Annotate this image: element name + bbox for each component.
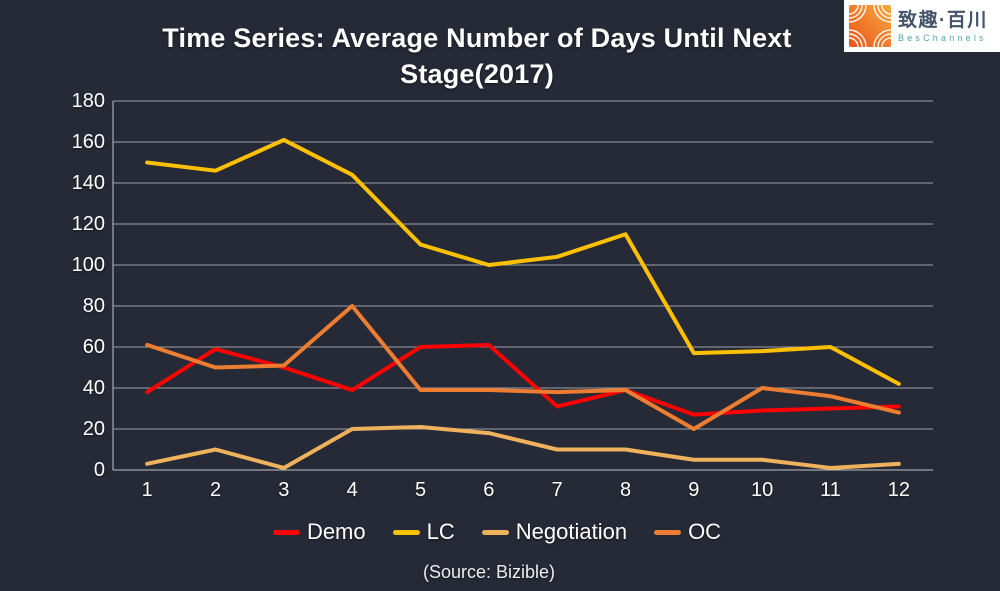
chart-legend: Demo LC Negotiation OC xyxy=(0,519,994,545)
y-tick-label-140: 140 xyxy=(71,172,105,194)
x-tick-label-6: 6 xyxy=(483,479,495,501)
legend-swatch-oc xyxy=(654,529,682,535)
y-tick-label-120: 120 xyxy=(71,213,105,235)
y-tick-label-40: 40 xyxy=(82,377,105,399)
legend-label-demo: Demo xyxy=(306,519,366,544)
y-tick-label-160: 160 xyxy=(71,131,105,153)
beschannels-arcs-icon xyxy=(849,5,891,47)
logo-name-en: BesChannels xyxy=(898,32,987,43)
legend-swatch-negotiation xyxy=(481,529,509,535)
beschannels-logo: 致趣·百川 BesChannels xyxy=(844,0,1000,52)
y-tick-label-80: 80 xyxy=(82,295,105,317)
x-tick-label-5: 5 xyxy=(414,479,427,501)
x-tick-label-7: 7 xyxy=(551,479,563,501)
legend-label-negotiation: Negotiation xyxy=(515,519,628,544)
x-tick-label-3: 3 xyxy=(278,479,290,501)
series-line-negotiation xyxy=(145,424,901,470)
legend-label-lc: LC xyxy=(426,519,455,544)
logo-text: 致趣·百川 BesChannels xyxy=(898,9,988,44)
legend-item-negotiation[interactable]: Negotiation xyxy=(481,519,628,545)
legend-item-lc[interactable]: LC xyxy=(392,519,455,545)
series-line-lc xyxy=(145,137,901,386)
y-tick-label-60: 60 xyxy=(82,336,105,358)
legend-swatch-lc xyxy=(392,529,420,535)
x-tick-label-9: 9 xyxy=(688,479,700,501)
y-tick-label-180: 180 xyxy=(71,90,105,112)
x-tick-label-2: 2 xyxy=(209,479,222,501)
legend-swatch-demo xyxy=(272,529,300,535)
y-tick-label-100: 100 xyxy=(71,254,105,276)
x-tick-label-12: 12 xyxy=(887,479,910,501)
legend-item-demo[interactable]: Demo xyxy=(272,519,366,545)
x-tick-label-8: 8 xyxy=(619,479,632,501)
y-tick-label-0: 0 xyxy=(93,459,105,481)
series-line-demo xyxy=(145,342,901,417)
x-tick-label-11: 11 xyxy=(820,479,841,501)
chart-title-line1: Time Series: Average Number of Days Unti… xyxy=(162,23,792,53)
legend-item-oc[interactable]: OC xyxy=(654,519,721,545)
chart-title: Time Series: Average Number of Days Unti… xyxy=(0,20,954,92)
legend-label-oc: OC xyxy=(688,519,722,544)
logo-name-cn: 致趣·百川 xyxy=(898,9,988,31)
x-tick-label-1: 1 xyxy=(141,479,153,501)
x-tick-label-4: 4 xyxy=(346,479,358,501)
source-note: (Source: Bizible) xyxy=(422,562,556,582)
series-line-oc xyxy=(145,304,901,431)
x-tick-label-10: 10 xyxy=(751,479,774,501)
y-tick-label-20: 20 xyxy=(82,418,105,440)
chart-title-line2: Stage(2017) xyxy=(400,59,554,89)
